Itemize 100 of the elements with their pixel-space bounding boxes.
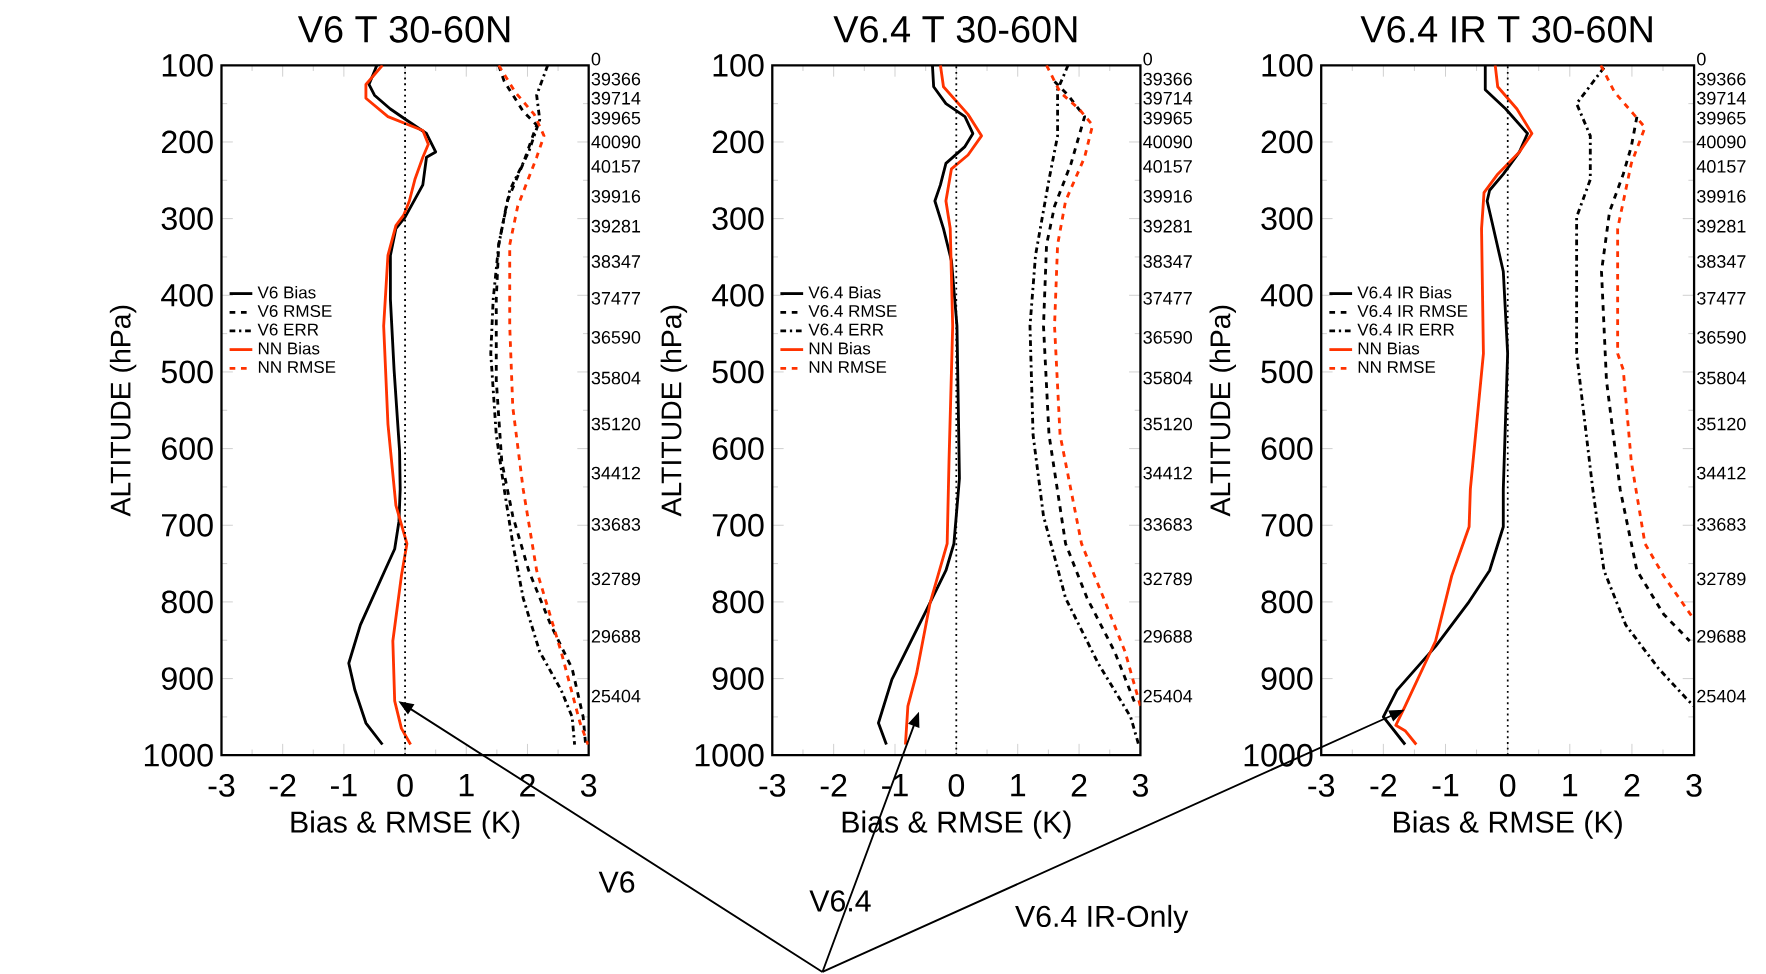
- text: 32789: [591, 572, 641, 586]
- x-tick-label: 2: [1624, 774, 1640, 797]
- text: 40090: [1696, 135, 1746, 149]
- legend-label: V6 Bias: [257, 286, 316, 299]
- legend-label: NN Bias: [809, 342, 871, 355]
- x-tick-label: 1: [459, 774, 474, 797]
- text: 38347: [1143, 255, 1192, 268]
- text: 34412: [1143, 466, 1192, 480]
- text: 40157: [1696, 160, 1746, 173]
- legend-label: NN Bias: [258, 342, 320, 355]
- y-tick-label: 500: [712, 360, 764, 384]
- legend-label: V6.4 IR ERR: [1357, 323, 1455, 336]
- x-tick-label: 3: [1132, 774, 1148, 797]
- text: 38347: [591, 255, 641, 268]
- legend-label: V6.4 IR Bias: [1357, 286, 1452, 299]
- y-tick-label: 400: [161, 283, 213, 307]
- y-tick-label: 100: [162, 53, 213, 77]
- text: 32789: [1697, 572, 1746, 586]
- y-tick-label: 700: [1261, 513, 1313, 537]
- text: 29688: [1697, 630, 1746, 643]
- text: 25404: [1697, 689, 1746, 703]
- x-tick-label: -1: [1432, 774, 1459, 797]
- x-axis-title: Bias & RMSE (K): [291, 810, 520, 839]
- y-axis-title: ALTITUDE (hPa): [109, 305, 137, 517]
- text: 39281: [1143, 219, 1192, 233]
- legend-label: NN RMSE: [258, 361, 336, 374]
- y-tick-label: 100: [713, 53, 764, 77]
- x-tick-label: -2: [269, 774, 296, 797]
- text: 39366: [591, 72, 641, 86]
- y-tick-label: 200: [161, 130, 213, 154]
- x-axis-title: Bias & RMSE (K): [1394, 810, 1622, 839]
- y-tick-label: 600: [1261, 437, 1313, 461]
- y-tick-label: 1000: [144, 743, 213, 767]
- text: 39366: [1697, 72, 1746, 86]
- x-tick-label: -3: [1308, 774, 1335, 797]
- text: 39714: [1697, 91, 1746, 105]
- text: 34412: [591, 466, 641, 480]
- x-tick-label: 0: [397, 774, 413, 797]
- chart-title: V6 T 30-60N: [297, 16, 510, 43]
- legend-label: NN Bias: [1358, 342, 1420, 355]
- x-tick-label: -3: [759, 774, 786, 797]
- text: 39916: [591, 190, 641, 203]
- text: V6.4 IR-Only: [1015, 904, 1189, 934]
- y-tick-label: 1000: [695, 743, 764, 767]
- y-axis-title: ALTITUDE (hPa): [660, 305, 688, 517]
- text: 39714: [591, 91, 641, 105]
- x-tick-label: 0: [948, 774, 965, 797]
- text: 39281: [591, 219, 641, 233]
- text: 33683: [1697, 518, 1746, 531]
- legend-label: V6.4 IR RMSE: [1357, 305, 1468, 318]
- text: 39366: [1143, 72, 1192, 86]
- text: 39965: [591, 111, 641, 125]
- text: 32789: [1143, 572, 1192, 586]
- text: 37477: [1697, 291, 1746, 305]
- x-tick-label: -1: [331, 774, 357, 797]
- y-tick-label: 900: [161, 667, 213, 691]
- x-tick-label: 0: [1499, 774, 1516, 797]
- y-tick-label: 600: [712, 437, 764, 461]
- text: 36590: [1143, 331, 1192, 344]
- x-tick-label: 2: [1071, 774, 1087, 797]
- text: 37477: [591, 291, 641, 305]
- y-tick-label: 800: [712, 590, 764, 614]
- legend-label: NN RMSE: [1358, 361, 1436, 374]
- text: 33683: [591, 518, 641, 531]
- text: 34412: [1697, 466, 1746, 480]
- y-tick-label: 300: [1261, 207, 1313, 231]
- y-tick-label: 100: [1262, 53, 1313, 77]
- y-tick-label: 700: [712, 513, 764, 537]
- y-tick-label: 200: [1261, 130, 1313, 154]
- text: 36590: [591, 331, 641, 344]
- y-tick-label: 500: [1261, 360, 1313, 384]
- text: 40157: [591, 160, 641, 173]
- x-tick-label: 3: [580, 774, 597, 797]
- text: 37477: [1143, 291, 1192, 305]
- text: 40090: [591, 135, 641, 149]
- text: 35804: [1697, 371, 1746, 385]
- legend-label: V6.4 Bias: [808, 286, 881, 299]
- text: 38347: [1697, 255, 1746, 268]
- text: 0: [1697, 52, 1706, 66]
- legend-label: V6 ERR: [257, 323, 319, 336]
- text: 39714: [1143, 91, 1193, 105]
- text: 39916: [1697, 190, 1746, 203]
- text: 35804: [1143, 371, 1193, 385]
- x-tick-label: 1: [1011, 774, 1026, 797]
- chart-title: V6.4 T 30-60N: [833, 16, 1077, 43]
- x-tick-label: 3: [1686, 774, 1702, 797]
- y-tick-label: 400: [1260, 283, 1313, 307]
- legend-label: V6.4 RMSE: [808, 305, 897, 318]
- text: 39916: [1143, 190, 1192, 203]
- text: 35120: [591, 417, 641, 431]
- y-tick-label: 900: [1261, 667, 1313, 691]
- text: 33683: [1143, 518, 1192, 531]
- legend-label: V6.4 ERR: [808, 323, 884, 336]
- text: 39965: [1697, 111, 1746, 125]
- x-tick-label: -3: [208, 774, 235, 797]
- x-tick-label: 1: [1563, 774, 1578, 797]
- text: 40157: [1143, 160, 1192, 173]
- text: 29688: [591, 630, 641, 643]
- y-tick-label: 800: [161, 590, 213, 614]
- text: 39281: [1697, 219, 1746, 233]
